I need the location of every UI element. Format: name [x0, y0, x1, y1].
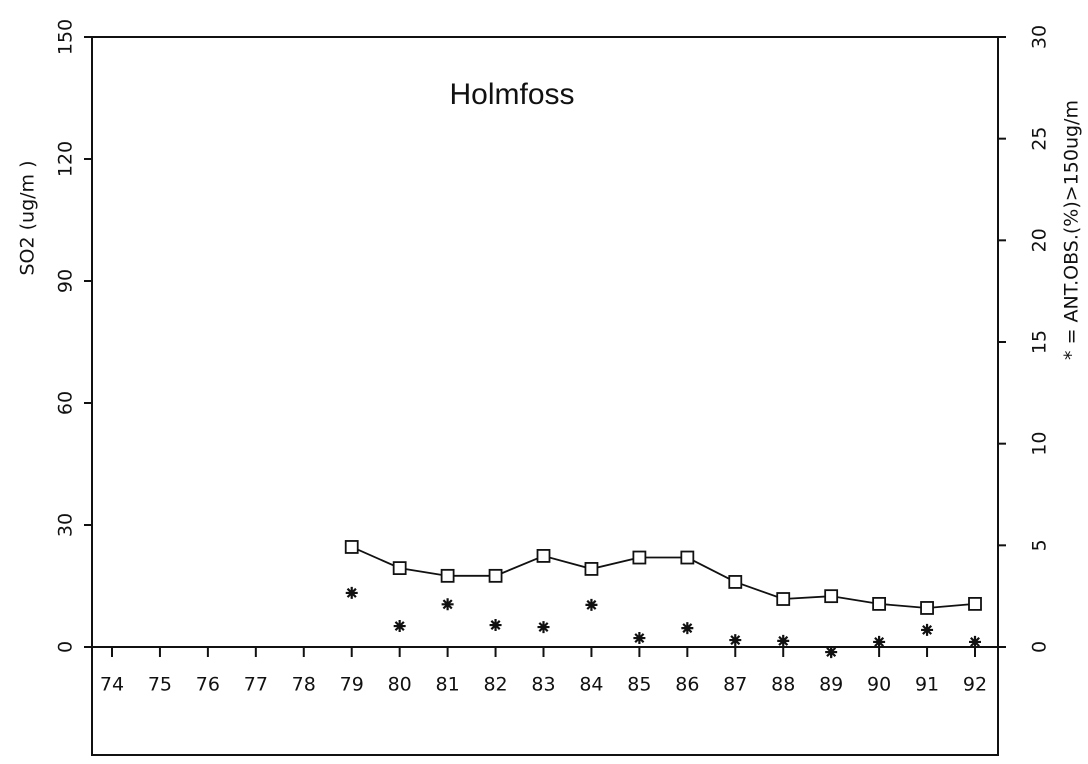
y2-tick-label: 25 [1029, 127, 1051, 151]
frame [91, 36, 999, 756]
x-tick-label: 89 [819, 674, 843, 696]
x-tick-label: 77 [244, 674, 268, 696]
x-tick-label: 81 [436, 674, 460, 696]
y-tick-label: 30 [55, 513, 77, 537]
star-point [921, 623, 934, 636]
x-tick-label: 85 [627, 674, 651, 696]
y2-tick-label: 30 [1029, 25, 1051, 49]
y-axis-label: SO2 (ug/m ) [17, 160, 39, 275]
star-point [585, 598, 598, 611]
x-tick-label: 82 [483, 674, 507, 696]
point [344, 540, 359, 554]
x-tick-label: 84 [579, 674, 603, 696]
y2-tick-label: 15 [1029, 330, 1051, 354]
y2-tick-label: 5 [1029, 539, 1051, 551]
point [488, 568, 503, 583]
star-point [969, 635, 981, 648]
x-tick-label: 76 [196, 674, 220, 696]
x-tick-label: 79 [340, 674, 364, 696]
y-tick-label: 60 [55, 391, 77, 415]
x-tick-label: 78 [292, 674, 316, 696]
y-tick-label: 120 [55, 141, 77, 177]
star-point [729, 634, 742, 647]
point [536, 549, 551, 563]
star-point [825, 646, 838, 659]
star-point [489, 619, 502, 632]
star-point [537, 621, 550, 634]
y2-tick-label: 20 [1029, 228, 1051, 252]
x-tick-label: 92 [963, 674, 987, 696]
x-tick-label: 83 [531, 674, 555, 696]
x-tick-label: 74 [100, 674, 124, 696]
y2-axis-label: * = ANT.OBS.(%)>150ug/m [1061, 100, 1083, 360]
star-point [393, 620, 406, 633]
point [920, 601, 934, 615]
y2-tick-label: 0 [1029, 641, 1051, 653]
y-tick-label: 0 [55, 641, 77, 653]
point [680, 550, 695, 565]
x-tick-label: 87 [723, 674, 747, 696]
point [968, 596, 982, 611]
star-point [681, 622, 694, 635]
star-point [441, 598, 454, 611]
point [584, 562, 599, 576]
point [632, 550, 647, 565]
point [392, 561, 407, 576]
series-line [351, 546, 976, 609]
x-tick-label: 90 [867, 674, 891, 696]
star-point [345, 586, 358, 599]
x-tick-label: 80 [388, 674, 412, 696]
y-tick-label: 150 [55, 19, 77, 55]
point [824, 589, 839, 604]
star-point [633, 632, 646, 645]
x-tick-label: 75 [148, 674, 172, 696]
y-tick-label: 90 [55, 269, 77, 293]
star-point [777, 634, 790, 647]
point [440, 568, 455, 583]
point [872, 596, 887, 611]
point [728, 575, 743, 589]
y2-tick-label: 10 [1029, 432, 1051, 456]
x-tick-label: 91 [915, 674, 939, 696]
x-tick-label: 88 [771, 674, 795, 696]
point [776, 592, 791, 606]
chart-title: Holmfoss [449, 78, 574, 111]
star-point [873, 635, 886, 648]
x-tick-label: 86 [675, 674, 699, 696]
